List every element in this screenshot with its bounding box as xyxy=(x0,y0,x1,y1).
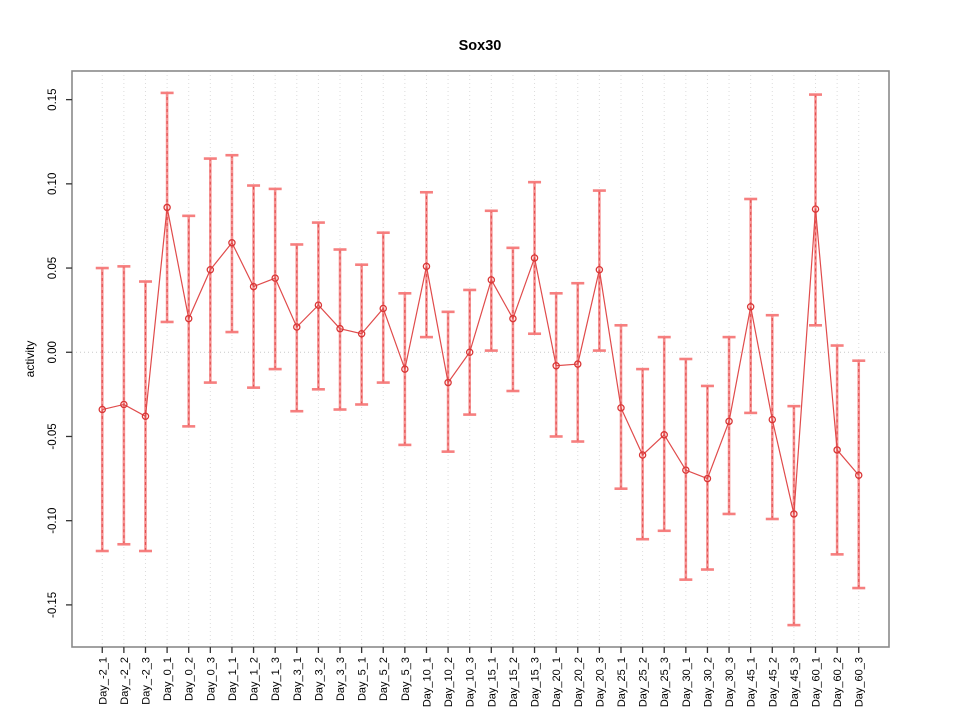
data-point xyxy=(379,304,387,313)
x-tick-label: Day_-2_3 xyxy=(140,657,152,705)
x-tick-label: Day_-2_1 xyxy=(97,657,109,705)
x-tick-label: Day_3_1 xyxy=(292,657,304,701)
plot-area: -0.15 -0.10 -0.05 0.00 0.05 0.10 0.15 Day_-2_1 D… xyxy=(47,70,890,707)
x-tick-label: Day_5_3 xyxy=(400,657,412,701)
data-point xyxy=(574,360,582,368)
data-point xyxy=(811,205,820,213)
x-tick-label: Day_60_2 xyxy=(832,657,844,707)
x-tick-label: Day_10_1 xyxy=(421,657,433,707)
series-line xyxy=(102,207,860,515)
x-tick-label: Day_20_2 xyxy=(573,657,585,707)
data-point xyxy=(768,415,777,424)
x-tick-label: Day_30_3 xyxy=(724,657,736,707)
data-point xyxy=(660,431,668,439)
y-tick-label: 0.15 xyxy=(47,88,59,110)
data-point xyxy=(833,446,841,454)
data-point xyxy=(314,301,323,309)
x-tick-label: Day_0_3 xyxy=(205,657,217,701)
y-tick-label: 0.10 xyxy=(47,173,59,195)
data-point xyxy=(422,262,431,271)
x-tick-label: Day_5_1 xyxy=(357,657,369,701)
data-point xyxy=(465,348,474,357)
x-tick-label: Day_15_2 xyxy=(508,657,520,707)
x-tick-label: Day_30_2 xyxy=(702,657,714,707)
data-point xyxy=(206,265,215,274)
data-point xyxy=(703,474,712,483)
data-point xyxy=(401,365,409,373)
data-point xyxy=(184,314,193,323)
data-point xyxy=(271,274,279,282)
data-point xyxy=(249,282,258,291)
data-point xyxy=(228,239,236,247)
y-tick-label: 0.00 xyxy=(47,341,59,363)
x-tick-label: Day_10_3 xyxy=(465,657,477,707)
data-point xyxy=(617,404,625,412)
data-point xyxy=(293,323,301,331)
x-tick-label: Day_45_2 xyxy=(767,657,779,707)
data-point xyxy=(725,417,733,426)
x-tick-label: Day_3_2 xyxy=(313,657,325,701)
x-tick-label: Day_5_2 xyxy=(378,657,390,701)
x-tick-label: Day_3_3 xyxy=(335,657,347,701)
data-point xyxy=(595,265,604,274)
data-point xyxy=(638,451,647,459)
x-tick-label: Day_25_3 xyxy=(659,657,671,707)
x-tick-label: Day_45_1 xyxy=(746,657,758,707)
x-tick-label: Day_60_1 xyxy=(811,657,823,707)
x-tick-label: Day_0_1 xyxy=(162,657,174,701)
data-point xyxy=(530,254,539,262)
x-tick-label: Day_10_2 xyxy=(443,657,455,707)
plot-border xyxy=(71,70,890,648)
data-point xyxy=(336,324,344,333)
x-tick-label: Day_25_2 xyxy=(638,657,650,707)
data-point xyxy=(120,400,128,409)
x-tick-label: Day_0_2 xyxy=(184,657,196,701)
x-tick-label: Day_15_1 xyxy=(486,657,498,707)
data-point xyxy=(790,510,798,518)
x-tick-label: Day_-2_2 xyxy=(119,657,131,705)
x-tick-label: Day_45_3 xyxy=(789,657,801,707)
x-tick-label: Day_25_1 xyxy=(616,657,628,707)
data-point xyxy=(854,471,863,479)
x-tick-label: Day_1_1 xyxy=(227,657,239,701)
x-tick-label: Day_20_3 xyxy=(594,657,606,707)
y-tick-label: 0.05 xyxy=(47,257,59,279)
data-point xyxy=(509,314,517,323)
data-point xyxy=(444,378,452,387)
x-tick-label: Day_15_3 xyxy=(530,657,542,707)
data-point xyxy=(141,412,150,421)
y-tick-label: -0.10 xyxy=(47,508,59,534)
x-tick-label: Day_30_1 xyxy=(681,657,693,707)
chart-title: Sox30 xyxy=(459,38,502,54)
x-tick-label: Day_1_2 xyxy=(249,657,261,701)
data-point xyxy=(682,466,690,474)
data-point xyxy=(98,405,107,414)
data-point xyxy=(357,329,366,338)
data-point xyxy=(552,361,560,370)
y-axis-title: activity xyxy=(23,341,37,378)
y-tick-label: -0.05 xyxy=(47,423,59,449)
y-tick-label: -0.15 xyxy=(47,592,59,618)
data-point xyxy=(746,303,755,311)
x-tick-label: Day_1_3 xyxy=(270,657,282,701)
x-tick-label: Day_20_1 xyxy=(551,657,563,707)
data-point xyxy=(163,203,171,212)
x-tick-label: Day_60_3 xyxy=(854,657,866,707)
data-point xyxy=(487,276,496,284)
